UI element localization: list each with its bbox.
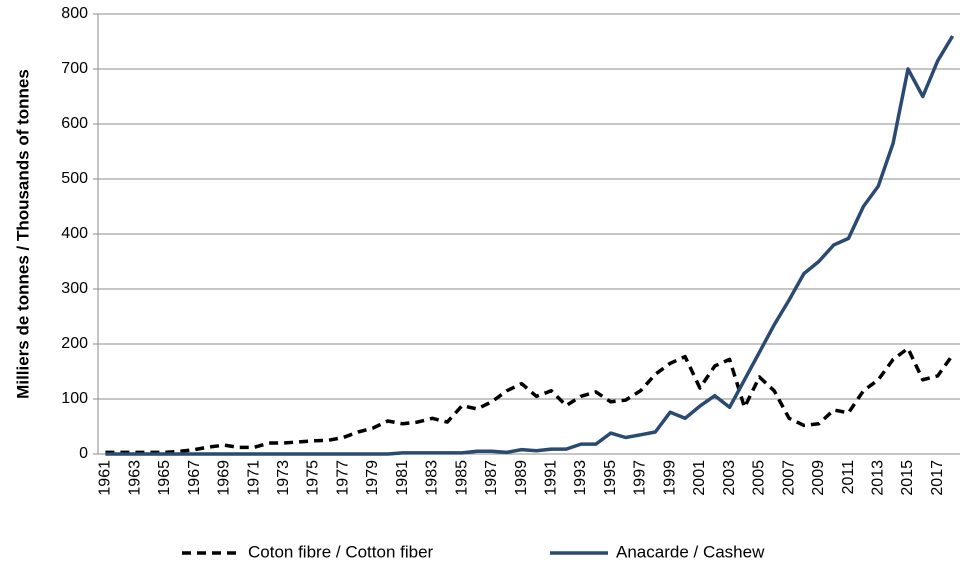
y-tick-label: 800 — [61, 5, 88, 22]
y-tick-label: 500 — [61, 170, 88, 187]
x-tick-label: 1967 — [186, 460, 203, 496]
x-tick-label: 1971 — [245, 460, 262, 496]
y-tick-label: 600 — [61, 115, 88, 132]
x-tick-label: 1977 — [334, 460, 351, 496]
x-tick-label: 1995 — [602, 460, 619, 496]
x-tick-label: 2001 — [691, 460, 708, 496]
legend-label: Coton fibre / Cotton fiber — [248, 542, 434, 561]
x-tick-label: 2013 — [869, 460, 886, 496]
x-tick-label: 1985 — [453, 460, 470, 496]
y-tick-label: 300 — [61, 280, 88, 297]
x-tick-label: 1975 — [305, 460, 322, 496]
legend-label: Anacarde / Cashew — [616, 542, 765, 561]
x-tick-label: 1989 — [513, 460, 530, 496]
x-tick-label: 1965 — [156, 460, 173, 496]
x-tick-label: 1999 — [661, 460, 678, 496]
x-tick-label: 1997 — [632, 460, 649, 496]
y-tick-label: 0 — [79, 445, 88, 462]
y-tick-label: 400 — [61, 225, 88, 242]
x-tick-label: 2005 — [751, 460, 768, 496]
x-tick-label: 1961 — [97, 460, 114, 496]
x-tick-label: 1991 — [543, 460, 560, 496]
x-tick-label: 2009 — [810, 460, 827, 496]
x-tick-label: 1969 — [216, 460, 233, 496]
x-tick-label: 1983 — [424, 460, 441, 496]
x-tick-label: 1987 — [483, 460, 500, 496]
series-line — [105, 346, 955, 455]
x-tick-label: 2017 — [929, 460, 946, 496]
y-tick-label: 100 — [61, 390, 88, 407]
series-line — [105, 35, 955, 456]
y-tick-label: 200 — [61, 335, 88, 352]
x-tick-label: 1963 — [126, 460, 143, 496]
x-tick-label: 1993 — [572, 460, 589, 496]
x-tick-label: 1981 — [394, 460, 411, 496]
x-tick-label: 2003 — [721, 460, 738, 496]
x-tick-label: 2015 — [899, 460, 916, 496]
x-tick-label: 2007 — [780, 460, 797, 496]
x-tick-label: 2011 — [840, 460, 857, 495]
y-tick-label: 700 — [61, 60, 88, 77]
x-tick-label: 1973 — [275, 460, 292, 496]
x-tick-label: 1979 — [364, 460, 381, 496]
y-axis-label: Milliers de tonnes / Thousands of tonnes — [13, 69, 32, 399]
